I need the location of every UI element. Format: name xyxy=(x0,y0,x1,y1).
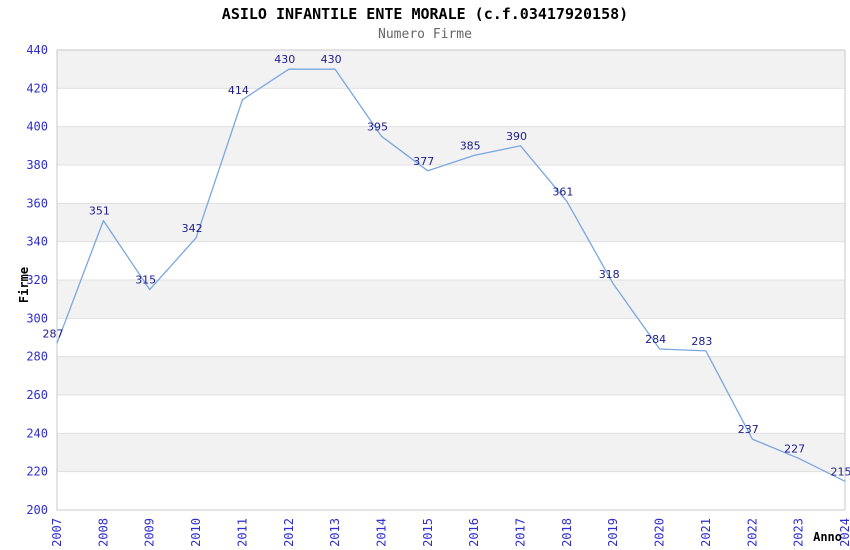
y-tick-label: 280 xyxy=(26,350,48,364)
grid-band xyxy=(57,50,845,89)
grid-band xyxy=(57,471,845,510)
y-tick-label: 340 xyxy=(26,235,48,249)
data-labels: 287 351 315 342 414 430 430 395 377 385 390 361 318 2… xyxy=(43,53,850,478)
data-label: 385 xyxy=(460,139,481,152)
x-tick-labels: 2007 2008 2009 2010 2011 2012 2013 2014 2015 2016… xyxy=(50,518,850,547)
x-tick-label: 2015 xyxy=(421,518,435,547)
data-label: 390 xyxy=(506,130,527,143)
y-tick-label: 360 xyxy=(26,196,48,210)
grid-band xyxy=(57,433,845,472)
x-tick-label: 2013 xyxy=(328,518,342,547)
data-label: 377 xyxy=(413,155,434,168)
y-tick-label: 260 xyxy=(26,388,48,402)
data-label: 430 xyxy=(274,53,295,66)
data-label: 227 xyxy=(784,442,805,455)
data-label: 283 xyxy=(691,335,712,348)
y-tick-label: 200 xyxy=(26,503,48,517)
y-tick-label: 240 xyxy=(26,426,48,440)
y-axis-title: Firme xyxy=(17,267,31,303)
data-label: 287 xyxy=(43,327,64,340)
data-line xyxy=(56,68,846,482)
y-tick-label: 420 xyxy=(26,81,48,95)
x-tick-label: 2018 xyxy=(560,518,574,547)
y-tick-label: 320 xyxy=(26,273,48,287)
x-tick-label: 2017 xyxy=(514,518,528,547)
y-tick-label: 380 xyxy=(26,158,48,172)
x-tick-label: 2012 xyxy=(282,518,296,547)
data-label: 414 xyxy=(228,84,249,97)
grid-bands xyxy=(57,50,845,510)
x-tick-label: 2016 xyxy=(467,518,481,547)
x-tick-label: 2008 xyxy=(96,518,110,547)
y-tick-labels: 200 220 240 260 280 300 320 340 360 380 400 420 440 xyxy=(26,43,48,517)
grid-band xyxy=(57,318,845,357)
grid-band xyxy=(57,356,845,395)
x-tick-label: 2022 xyxy=(745,518,759,547)
data-label: 351 xyxy=(89,205,110,218)
data-label: 237 xyxy=(738,423,759,436)
y-tick-label: 440 xyxy=(26,43,48,57)
x-tick-label: 2021 xyxy=(699,518,713,547)
plot-border xyxy=(56,49,846,511)
x-axis-title: Anno xyxy=(813,530,842,544)
grid-band xyxy=(57,241,845,280)
grid-band xyxy=(57,126,845,165)
x-tick-label: 2019 xyxy=(606,518,620,547)
x-tick-label: 2009 xyxy=(143,518,157,547)
x-tick-label: 2011 xyxy=(235,518,249,547)
grid-band xyxy=(57,203,845,242)
data-label: 318 xyxy=(599,268,620,281)
grid-band xyxy=(57,395,845,434)
y-tick-label: 400 xyxy=(26,120,48,134)
x-tick-label: 2007 xyxy=(50,518,64,547)
x-tick-label: 2014 xyxy=(374,518,388,547)
data-label: 342 xyxy=(182,222,203,235)
chart-render-root: 287 351 315 342 414 430 430 395 377 385 390 361 318 2… xyxy=(26,43,850,547)
chart-title: ASILO INFANTILE ENTE MORALE (c.f.0341792… xyxy=(221,5,629,23)
x-tick-label: 2024 xyxy=(838,518,850,547)
data-label: 315 xyxy=(135,274,156,287)
grid-band xyxy=(57,165,845,204)
y-tick-label: 300 xyxy=(26,311,48,325)
data-label: 361 xyxy=(552,185,573,198)
chart-subtitle: Numero Firme xyxy=(378,27,472,42)
x-tick-label: 2020 xyxy=(653,518,667,547)
data-label: 430 xyxy=(321,53,342,66)
data-label: 284 xyxy=(645,333,666,346)
data-label: 395 xyxy=(367,120,388,133)
data-label: 215 xyxy=(831,465,850,478)
y-tick-label: 220 xyxy=(26,465,48,479)
grid-band xyxy=(57,280,845,319)
x-tick-label: 2010 xyxy=(189,518,203,547)
x-tick-label: 2023 xyxy=(792,518,806,547)
grid-band xyxy=(57,88,845,127)
